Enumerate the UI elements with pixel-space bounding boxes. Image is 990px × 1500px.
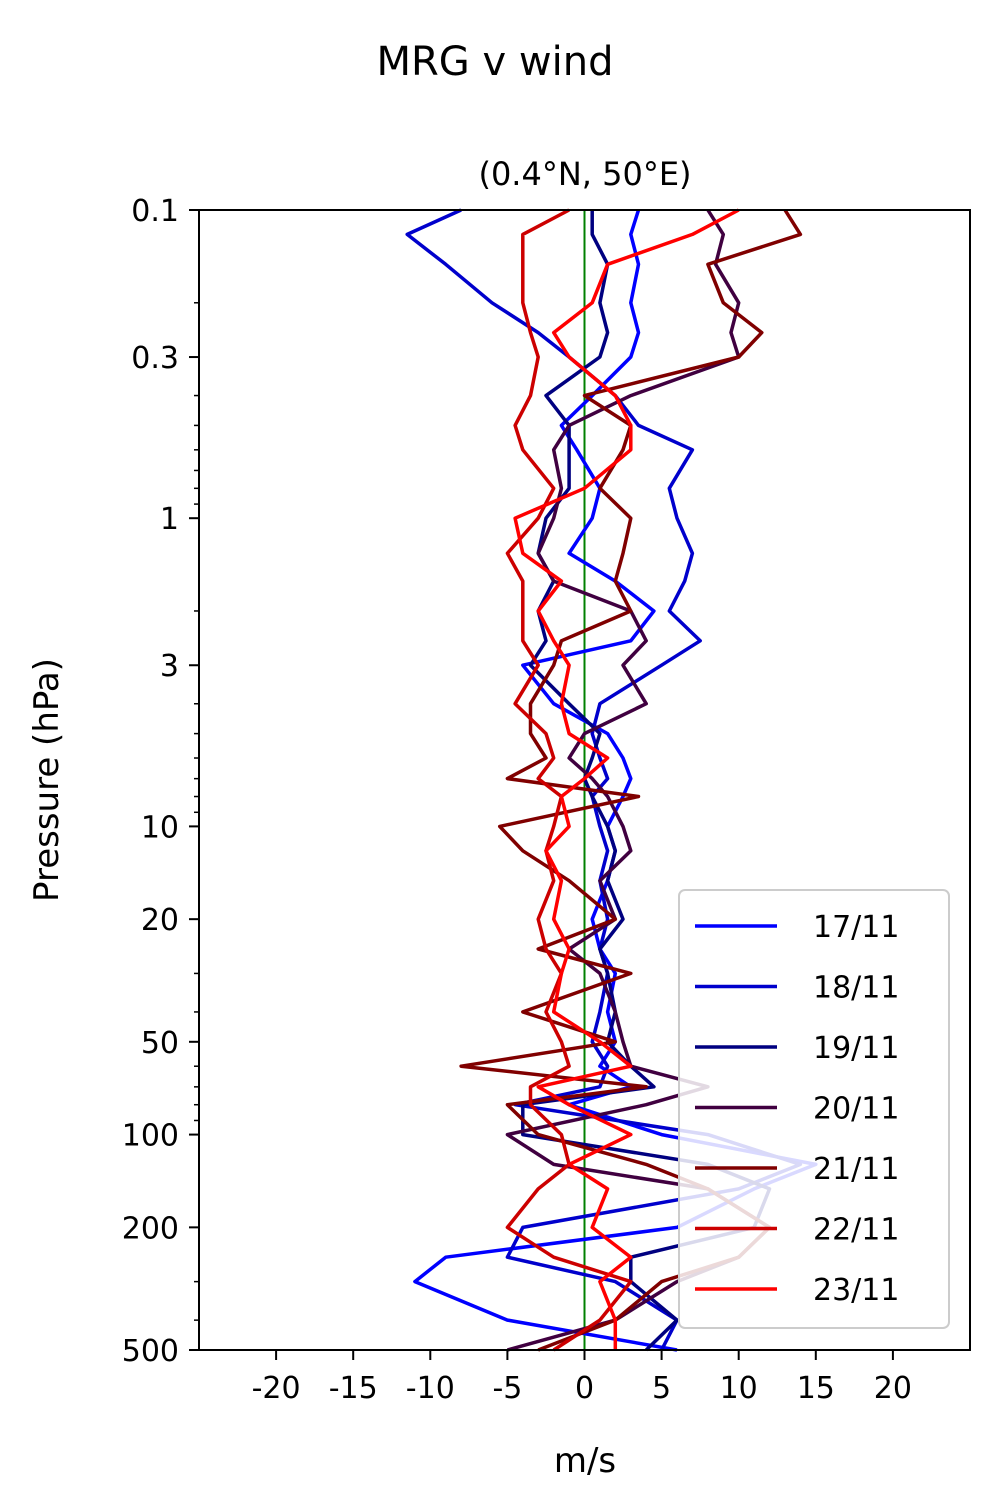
y-tick-label: 500 xyxy=(122,1334,179,1369)
legend-label: 17/11 xyxy=(813,910,899,945)
series-lines xyxy=(405,208,818,1352)
x-tick-label: -10 xyxy=(406,1371,455,1406)
legend-label: 21/11 xyxy=(813,1152,899,1187)
series-line-5 xyxy=(505,208,633,1352)
y-tick-label: 0.3 xyxy=(131,341,179,376)
x-tick-label: 10 xyxy=(720,1371,758,1406)
legend-label: 22/11 xyxy=(813,1213,899,1248)
legend-box xyxy=(678,889,950,1329)
y-tick-label: 1 xyxy=(160,502,179,537)
y-axis-ticks: 0.1 0.3 1 3 10 20 50 100 200 500 xyxy=(122,194,199,1369)
legend-label: 19/11 xyxy=(813,1031,899,1066)
series-line-3 xyxy=(505,209,772,1352)
x-tick-label: 0 xyxy=(575,1371,594,1406)
chart-title: (0.4°N, 50°E) xyxy=(478,155,691,193)
x-tick-label: -15 xyxy=(329,1371,378,1406)
legend: 17/11 18/11 19/11 20/11 21/11 22/11 23/11 xyxy=(678,889,950,1329)
figure-title: MRG v wind xyxy=(377,39,614,85)
y-tick-label: 50 xyxy=(141,1026,179,1061)
x-tick-label: -5 xyxy=(492,1371,522,1406)
x-tick-label: 20 xyxy=(874,1371,912,1406)
x-axis-ticks: -20 -15 -10 -5 0 5 10 15 20 xyxy=(252,1350,912,1406)
series-line-6 xyxy=(513,208,740,1350)
x-tick-label: 5 xyxy=(652,1371,671,1406)
legend-label: 20/11 xyxy=(813,1092,899,1127)
x-tick-label: -20 xyxy=(252,1371,301,1406)
y-tick-label: 100 xyxy=(122,1119,179,1154)
x-tick-label: 15 xyxy=(797,1371,835,1406)
y-tick-label: 20 xyxy=(141,903,179,938)
legend-label: 18/11 xyxy=(813,971,899,1006)
y-axis-label: Pressure (hPa) xyxy=(27,658,67,902)
y-tick-label: 200 xyxy=(122,1211,179,1246)
y-tick-label: 10 xyxy=(141,810,179,845)
x-axis-label: m/s xyxy=(554,1441,616,1481)
legend-label: 23/11 xyxy=(813,1273,899,1308)
y-tick-label: 0.1 xyxy=(131,194,179,229)
series-line-2 xyxy=(521,210,772,1352)
y-tick-label: 3 xyxy=(160,649,179,684)
